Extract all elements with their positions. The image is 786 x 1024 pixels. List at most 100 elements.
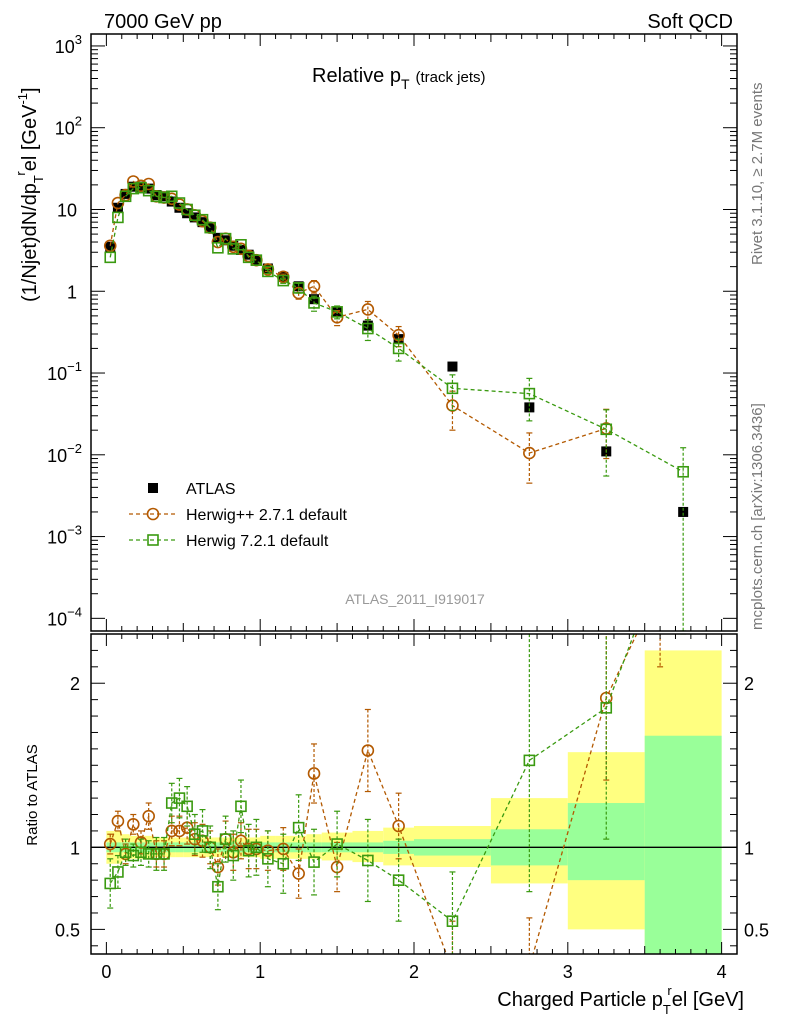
- mc-point: [150, 848, 163, 860]
- data-point: [524, 402, 535, 413]
- ratio-y-tick-label-right: 1: [744, 838, 754, 858]
- data-point: [243, 249, 254, 260]
- mc-point: [104, 251, 117, 264]
- mc-point: [235, 238, 247, 251]
- mc-point: [196, 825, 209, 837]
- y-tick-label: 102: [55, 114, 82, 139]
- ratio-y-tick-label-left: 2: [70, 674, 80, 694]
- mc-point: [189, 828, 201, 841]
- mc-point: [447, 965, 458, 976]
- mc-point: [103, 239, 117, 253]
- legend-label: Herwig 7.2.1 default: [186, 533, 329, 550]
- y-tick-label: 10: [57, 200, 77, 220]
- mc-point: [392, 874, 405, 886]
- rivet-label: Rivet 3.1.10, ≥ 2.7M events: [749, 83, 766, 266]
- mc-point: [235, 800, 247, 813]
- mc-point: [361, 303, 375, 316]
- x-axis-label: Charged Particle pTrel [GeV]: [497, 983, 744, 1017]
- main-title: Relative pT (track jets): [312, 65, 486, 92]
- mc-point: [142, 809, 155, 823]
- mc-point: [165, 190, 178, 203]
- main-y-label-tail: el [GeV: [19, 104, 41, 171]
- main-y-label-text: (1/Njet)dN/dp: [19, 183, 41, 302]
- mc-point: [204, 221, 217, 234]
- mc-point: [173, 197, 186, 209]
- analysis-id: ATLAS_2011_I919017: [345, 591, 485, 607]
- mc-point: [523, 754, 536, 767]
- mc-point: [292, 282, 305, 294]
- mc-point: [181, 800, 193, 813]
- y-tick-label: 10−3: [47, 523, 82, 548]
- main-title-text: Relative p: [312, 65, 401, 87]
- series-line: [109, 186, 684, 473]
- y-tick-label: 103: [55, 32, 82, 57]
- series-open-circle: [103, 175, 613, 484]
- data-point: [143, 183, 154, 194]
- mc-point: [242, 844, 255, 857]
- mc-point: [523, 387, 536, 400]
- mc-point: [600, 423, 613, 436]
- ratio-series-open-square: [104, 634, 687, 954]
- mc-point: [142, 848, 155, 860]
- mc-point: [119, 846, 132, 859]
- mc-point: [104, 877, 117, 890]
- mc-point: [392, 342, 405, 355]
- data-point: [105, 241, 116, 252]
- mc-point: [142, 177, 155, 191]
- mc-point: [165, 824, 179, 838]
- mc-point: [112, 866, 124, 878]
- mc-point: [362, 854, 374, 867]
- mc-point: [600, 702, 613, 714]
- data-point: [148, 483, 158, 493]
- mc-point: [277, 274, 290, 287]
- mc-point: [392, 819, 405, 833]
- main-title-subscript: T: [401, 76, 410, 92]
- y-tick-label: 10−4: [47, 604, 82, 629]
- mc-point: [111, 814, 125, 828]
- mc-point: [227, 849, 240, 862]
- mc-point: [277, 857, 290, 870]
- mc-point: [127, 849, 140, 862]
- x-label-tail: el [GeV]: [672, 989, 744, 1011]
- x-tick-label: 0: [101, 962, 111, 982]
- mc-point: [361, 744, 375, 757]
- series-filled-square: [105, 181, 689, 517]
- mc-point: [250, 254, 263, 266]
- mc-point: [331, 838, 343, 850]
- data-point: [212, 232, 223, 243]
- data-point: [120, 188, 131, 199]
- mc-point: [655, 579, 666, 590]
- ratio-y-tick-label-right: 2: [744, 674, 754, 694]
- y-tick-label: 10−2: [47, 441, 82, 466]
- x-tick-label: 1: [255, 962, 265, 982]
- main-y-axis-label: (1/Njet)dN/dpTrel [GeV-1]: [13, 87, 46, 302]
- data-point: [197, 217, 208, 228]
- data-point: [251, 255, 262, 266]
- mc-point: [262, 853, 274, 865]
- legend-label: Herwig++ 2.7.1 default: [186, 507, 348, 524]
- legend: ATLAS Herwig++ 2.7.1 default Herwig 7.2.1 …: [129, 481, 348, 550]
- mc-point: [212, 241, 224, 254]
- mc-point: [173, 792, 186, 804]
- axis-ticks: 0 1 2 3 4 10−4 10−3 10−2 10−1 1 10 102 103 0.5 0.5 1 1 2 2: [47, 32, 769, 982]
- mc-point: [362, 322, 374, 335]
- mc-point: [227, 243, 240, 255]
- legend-label: ATLAS: [186, 481, 236, 498]
- x-label-text: Charged Particle p: [497, 989, 663, 1011]
- mc-point: [331, 306, 343, 318]
- mc-point: [212, 880, 224, 893]
- ratio-y-tick-label-left: 0.5: [55, 920, 80, 940]
- mc-point: [242, 251, 255, 264]
- mc-point: [147, 534, 159, 546]
- mc-point: [523, 446, 536, 460]
- mc-point: [135, 181, 147, 194]
- ratio-y-tick-label-right: 0.5: [744, 920, 769, 940]
- y-tick-label: 10−1: [47, 359, 82, 384]
- mc-point: [308, 856, 320, 868]
- mc-point: [307, 767, 321, 780]
- data-point: [159, 191, 170, 202]
- band-inner: [567, 803, 645, 881]
- band-inner: [644, 735, 722, 954]
- ratio-y-tick-label-left: 1: [70, 838, 80, 858]
